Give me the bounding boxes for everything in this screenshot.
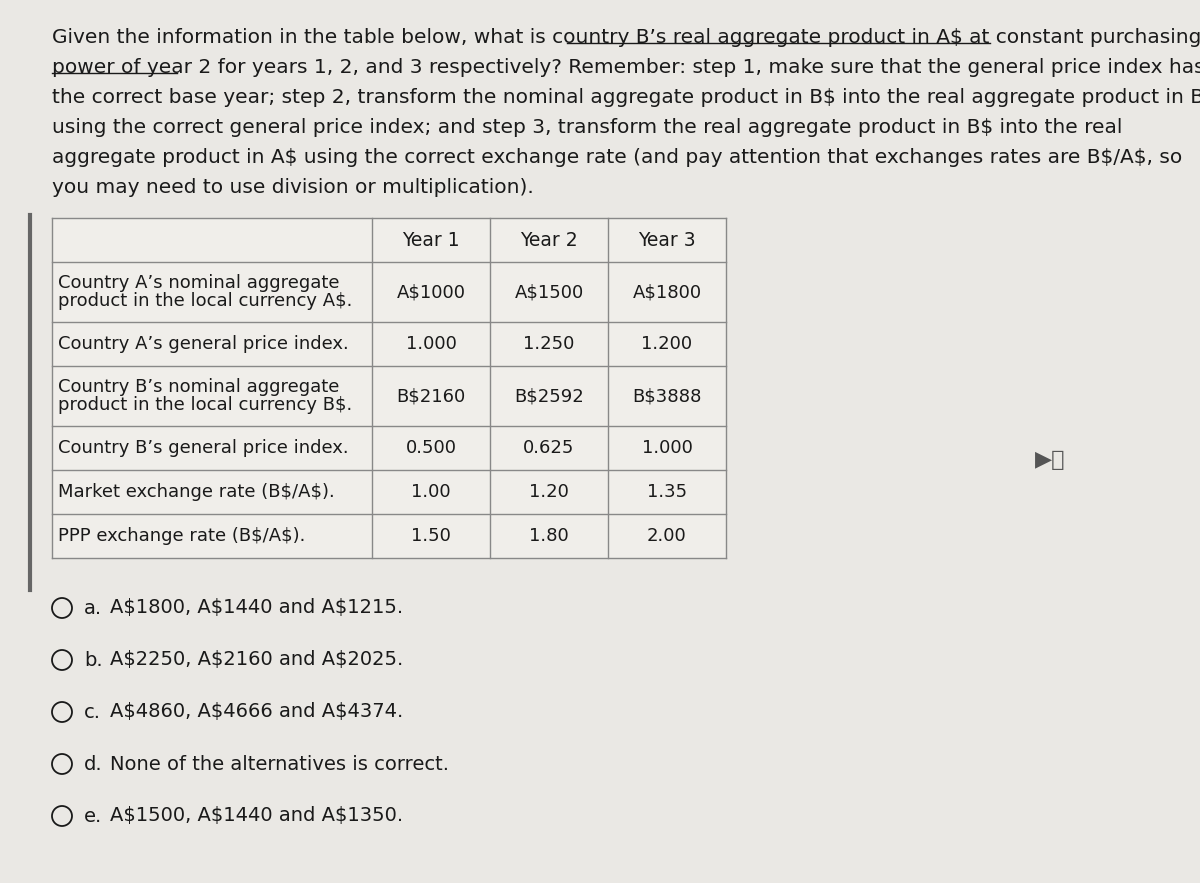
- Text: A$1500, A$1440 and A$1350.: A$1500, A$1440 and A$1350.: [110, 806, 403, 826]
- Text: Year 2: Year 2: [520, 230, 578, 250]
- Text: 1.200: 1.200: [642, 335, 692, 353]
- Text: PPP exchange rate (B$/A$).: PPP exchange rate (B$/A$).: [58, 527, 305, 545]
- Text: A$1800, A$1440 and A$1215.: A$1800, A$1440 and A$1215.: [110, 599, 403, 617]
- Text: B$2160: B$2160: [396, 387, 466, 405]
- Text: d.: d.: [84, 754, 103, 774]
- Text: the correct base year; step 2, transform the nominal aggregate product in B$ int: the correct base year; step 2, transform…: [52, 88, 1200, 107]
- Text: a.: a.: [84, 599, 102, 617]
- Text: 2.00: 2.00: [647, 527, 686, 545]
- Text: b.: b.: [84, 651, 103, 669]
- Text: 1.80: 1.80: [529, 527, 569, 545]
- Text: 1.50: 1.50: [412, 527, 451, 545]
- Text: A$1800: A$1800: [632, 283, 702, 301]
- Text: e.: e.: [84, 806, 102, 826]
- Text: 0.500: 0.500: [406, 439, 456, 457]
- Text: 1.000: 1.000: [406, 335, 456, 353]
- Text: 1.250: 1.250: [523, 335, 575, 353]
- Text: power of year 2 for years 1, 2, and 3 respectively? Remember: step 1, make sure : power of year 2 for years 1, 2, and 3 re…: [52, 58, 1200, 77]
- Text: Country A’s nominal aggregate: Country A’s nominal aggregate: [58, 274, 340, 292]
- Text: 1.35: 1.35: [647, 483, 688, 501]
- Text: you may need to use division or multiplication).: you may need to use division or multipli…: [52, 178, 534, 197]
- Text: Market exchange rate (B$/A$).: Market exchange rate (B$/A$).: [58, 483, 335, 501]
- Text: c.: c.: [84, 703, 101, 721]
- Text: A$4860, A$4666 and A$4374.: A$4860, A$4666 and A$4374.: [110, 703, 403, 721]
- Text: product in the local currency B$.: product in the local currency B$.: [58, 396, 353, 414]
- Text: Year 1: Year 1: [402, 230, 460, 250]
- Text: 1.20: 1.20: [529, 483, 569, 501]
- Text: A$1000: A$1000: [396, 283, 466, 301]
- Text: using the correct general price index; and step 3, transform the real aggregate : using the correct general price index; a…: [52, 118, 1122, 137]
- Text: B$2592: B$2592: [514, 387, 584, 405]
- Text: Country B’s nominal aggregate: Country B’s nominal aggregate: [58, 378, 340, 396]
- Text: A$1500: A$1500: [515, 283, 583, 301]
- Text: B$3888: B$3888: [632, 387, 702, 405]
- Text: 1.00: 1.00: [412, 483, 451, 501]
- Text: product in the local currency A$.: product in the local currency A$.: [58, 292, 353, 310]
- Text: aggregate product in A$ using the correct exchange rate (and pay attention that : aggregate product in A$ using the correc…: [52, 148, 1182, 167]
- Text: Country B’s general price index.: Country B’s general price index.: [58, 439, 349, 457]
- Text: Given the information in the table below, what is country B’s real aggregate pro: Given the information in the table below…: [52, 28, 1200, 47]
- Text: Year 3: Year 3: [638, 230, 696, 250]
- Text: Country A’s general price index.: Country A’s general price index.: [58, 335, 349, 353]
- Text: None of the alternatives is correct.: None of the alternatives is correct.: [110, 754, 449, 774]
- Text: ▶⃝: ▶⃝: [1034, 450, 1066, 470]
- Text: A$2250, A$2160 and A$2025.: A$2250, A$2160 and A$2025.: [110, 651, 403, 669]
- Text: 1.000: 1.000: [642, 439, 692, 457]
- Text: 0.625: 0.625: [523, 439, 575, 457]
- Bar: [52, 218, 726, 558]
